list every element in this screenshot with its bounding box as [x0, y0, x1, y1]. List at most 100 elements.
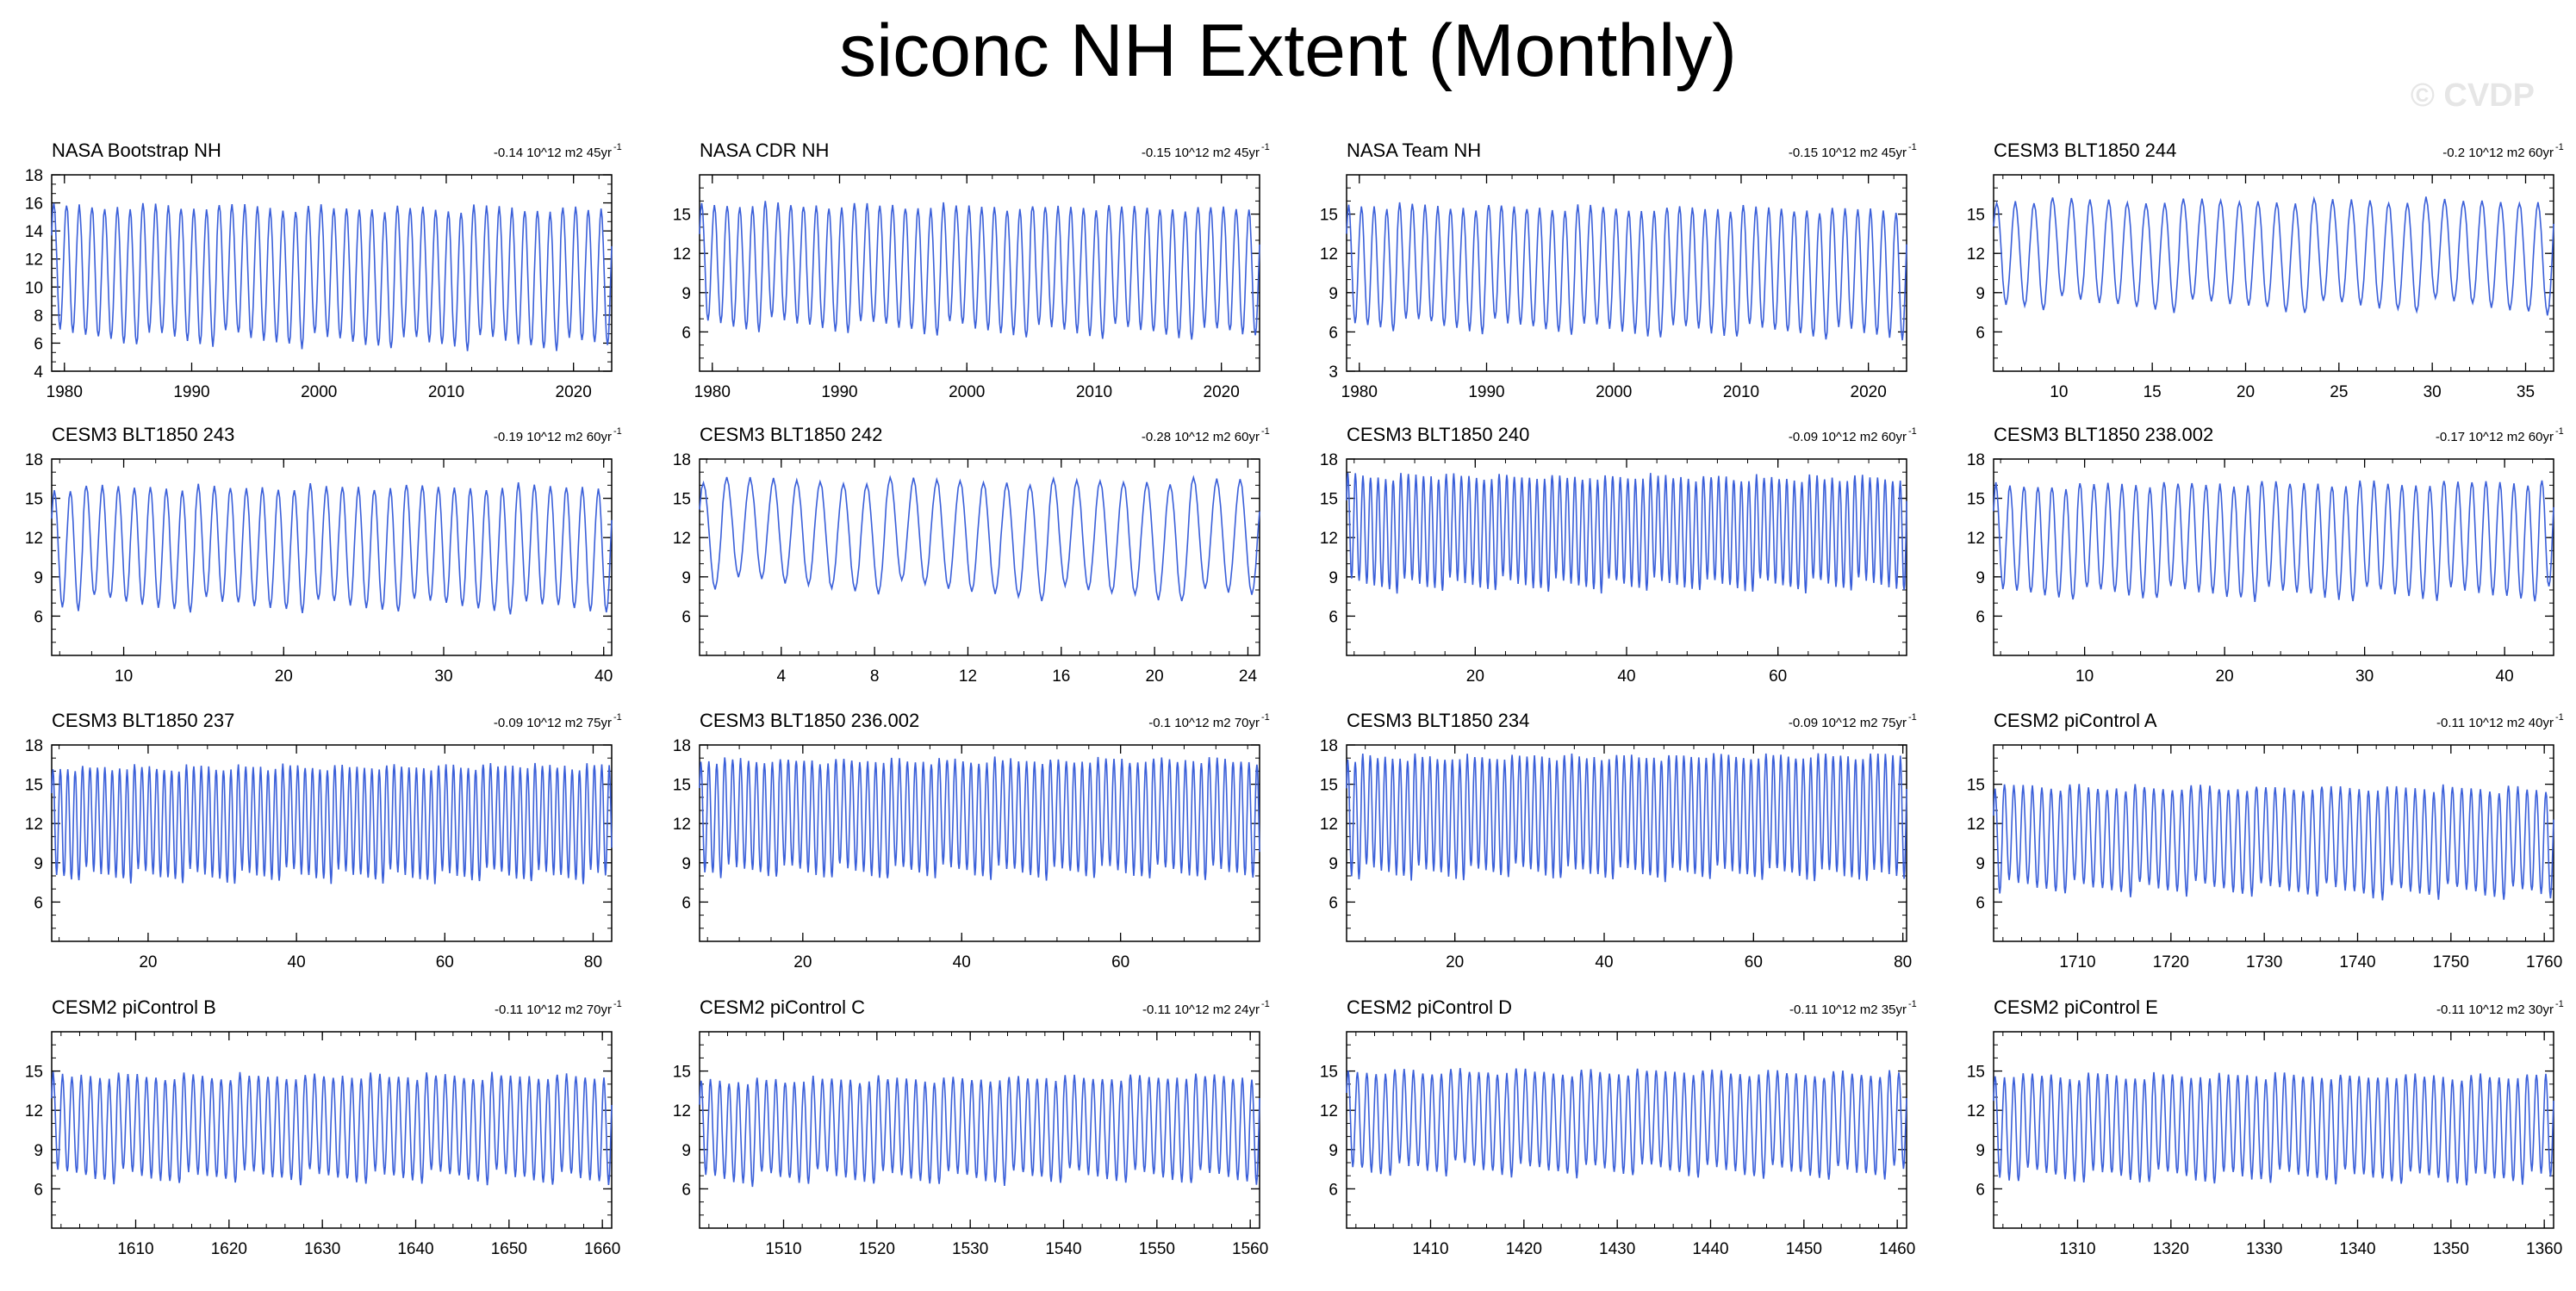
panel-title: CESM2 piControl D [1347, 996, 1512, 1018]
x-tick-label: 2000 [949, 383, 985, 401]
y-tick-label: 9 [34, 1142, 43, 1160]
series-line [1346, 753, 1907, 883]
series-line [51, 1071, 613, 1186]
y-tick-label: 6 [1328, 608, 1338, 626]
panel-4: CESM3 BLT1850 244 -0.2 10^12 m2 60yr -1 6 9 1… [1967, 140, 2564, 401]
panel-9: CESM3 BLT1850 237 -0.09 10^12 m2 75yr -1 6 9… [25, 710, 622, 971]
trend-exponent: -1 [613, 999, 622, 1009]
y-tick-label: 3 [1328, 363, 1338, 382]
x-tick-label: 40 [2496, 667, 2514, 686]
x-tick-label: 16 [1052, 667, 1070, 686]
x-tick-label: 40 [288, 953, 306, 971]
y-tick-label: 9 [1328, 285, 1338, 303]
x-tick-label: 60 [436, 953, 454, 971]
x-tick-label: 1420 [1506, 1240, 1542, 1258]
y-tick-label: 15 [1967, 1064, 1985, 1082]
x-tick-label: 2020 [1851, 383, 1887, 401]
x-tick-label: 24 [1239, 667, 1258, 686]
trend-label: -0.15 10^12 m2 45yr [1142, 146, 1260, 160]
y-tick-label: 15 [1320, 777, 1338, 795]
panel-5: CESM3 BLT1850 243 -0.19 10^12 m2 60yr -1 6 9… [25, 424, 622, 686]
trend-label: -0.15 10^12 m2 45yr [1789, 146, 1907, 160]
trend-label: -0.17 10^12 m2 60yr [2436, 430, 2554, 444]
plot-frame [1346, 174, 1907, 372]
panel-title: CESM3 BLT1850 236.002 [700, 710, 919, 731]
panel-title: CESM3 BLT1850 244 [1994, 140, 2176, 161]
trend-label: -0.14 10^12 m2 45yr [494, 146, 612, 160]
panel-7: CESM3 BLT1850 240 -0.09 10^12 m2 60yr -1 6 9… [1320, 424, 1917, 686]
x-tick-label: 40 [1617, 667, 1635, 686]
plot-frame [699, 458, 1260, 656]
series-line [1346, 1068, 1907, 1180]
series-line [51, 762, 613, 884]
series-line [51, 481, 613, 615]
y-tick-label: 6 [1976, 608, 1985, 626]
trend-label: -0.11 10^12 m2 35yr [1789, 1002, 1907, 1017]
x-tick-label: 1610 [117, 1240, 153, 1258]
y-tick-label: 12 [673, 530, 691, 548]
series-line [51, 202, 613, 351]
x-tick-label: 1560 [1232, 1240, 1268, 1258]
x-tick-label: 1980 [47, 383, 83, 401]
y-tick-label: 9 [34, 855, 43, 873]
x-tick-label: 20 [2237, 383, 2255, 401]
x-tick-label: 1510 [765, 1240, 801, 1258]
panel-13: CESM2 piControl B -0.11 10^12 m2 70yr -1 6 9… [25, 996, 622, 1258]
panel-10: CESM3 BLT1850 236.002 -0.1 10^12 m2 70yr -… [673, 710, 1270, 971]
x-tick-label: 20 [275, 667, 293, 686]
series-line [699, 475, 1260, 602]
trend-label: -0.11 10^12 m2 30yr [2436, 1002, 2554, 1017]
trend-exponent: -1 [2555, 142, 2564, 152]
x-tick-label: 20 [1446, 953, 1464, 971]
trend-exponent: -1 [2555, 426, 2564, 437]
panel-title: NASA Team NH [1347, 140, 1481, 161]
y-tick-label: 9 [1328, 1142, 1338, 1160]
panel-title: CESM3 BLT1850 234 [1347, 710, 1529, 731]
x-tick-label: 1520 [859, 1240, 895, 1258]
x-tick-label: 4 [777, 667, 787, 686]
x-tick-label: 2000 [1596, 383, 1632, 401]
watermark: © CVDP [2410, 78, 2535, 114]
y-tick-label: 6 [1328, 894, 1338, 912]
plot-frame [51, 458, 613, 656]
plot-frame [1993, 1031, 2554, 1229]
x-tick-label: 1430 [1599, 1240, 1635, 1258]
x-tick-label: 15 [2144, 383, 2162, 401]
y-tick-label: 8 [34, 307, 43, 326]
panel-12: CESM2 piControl A -0.11 10^12 m2 40yr -1 6 9… [1967, 710, 2564, 971]
series-line [1346, 472, 1907, 594]
y-tick-label: 6 [681, 1181, 691, 1199]
x-tick-label: 2000 [301, 383, 337, 401]
plot-frame [51, 174, 613, 372]
x-tick-label: 20 [1146, 667, 1164, 686]
y-tick-label: 15 [1320, 1064, 1338, 1082]
x-tick-label: 10 [115, 667, 133, 686]
y-tick-label: 6 [34, 894, 43, 912]
y-tick-label: 15 [1967, 777, 1985, 795]
y-tick-label: 4 [34, 363, 43, 382]
y-tick-label: 6 [34, 335, 43, 353]
trend-exponent: -1 [1261, 712, 1270, 723]
y-tick-label: 15 [673, 491, 691, 509]
trend-exponent: -1 [2555, 999, 2564, 1009]
y-tick-label: 12 [1320, 245, 1338, 264]
x-tick-label: 1620 [211, 1240, 247, 1258]
x-tick-label: 1530 [952, 1240, 988, 1258]
trend-label: -0.09 10^12 m2 60yr [1789, 430, 1907, 444]
page-title: siconc NH Extent (Monthly) [839, 9, 1737, 92]
y-tick-label: 9 [681, 569, 691, 587]
trend-label: -0.11 10^12 m2 70yr [495, 1002, 612, 1017]
series-line [699, 756, 1260, 881]
y-tick-label: 18 [673, 737, 691, 755]
x-tick-label: 1440 [1692, 1240, 1728, 1258]
y-tick-label: 15 [673, 777, 691, 795]
y-tick-label: 18 [25, 737, 43, 755]
plot-frame [1993, 174, 2554, 372]
x-tick-label: 1760 [2526, 953, 2562, 971]
y-tick-label: 6 [1976, 324, 1985, 342]
y-tick-label: 15 [25, 777, 43, 795]
y-tick-label: 12 [25, 1102, 43, 1120]
y-tick-label: 12 [673, 245, 691, 264]
plot-frame [699, 174, 1260, 372]
x-tick-label: 30 [2424, 383, 2442, 401]
